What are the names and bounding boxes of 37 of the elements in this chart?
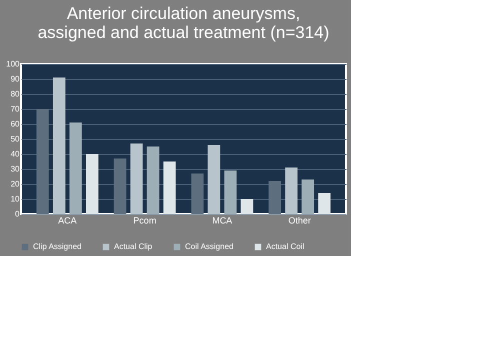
x-tick-label: Pcom <box>133 216 156 226</box>
y-tick-label: 0 <box>15 210 20 218</box>
bar <box>114 158 126 214</box>
y-tick-label: 10 <box>10 194 20 204</box>
bar <box>302 180 314 214</box>
bar <box>240 199 254 214</box>
legend-label: Actual Clip <box>114 242 153 251</box>
bar <box>268 181 281 214</box>
bar <box>52 78 66 214</box>
bar <box>86 154 98 214</box>
legend-label: Actual Coil <box>266 242 304 251</box>
x-tick-label: MCA <box>212 216 232 226</box>
bar <box>208 145 220 214</box>
y-tick-label: 50 <box>10 134 20 144</box>
y-tick-label: 70 <box>10 104 20 114</box>
bar <box>191 174 204 214</box>
bar <box>146 146 160 214</box>
bar <box>69 122 82 214</box>
y-tick-label: 90 <box>10 74 20 84</box>
x-tick-label: Other <box>288 216 311 226</box>
y-tick-label: 80 <box>10 90 20 98</box>
y-tick-label: 60 <box>10 120 20 128</box>
bar <box>130 144 143 214</box>
legend-label: Clip Assigned <box>33 242 82 251</box>
bar <box>163 162 176 214</box>
bar <box>36 109 49 214</box>
bar <box>224 170 237 214</box>
x-tick-label: ACA <box>58 216 77 226</box>
y-tick-label: 100 <box>6 60 20 68</box>
y-tick-label: 20 <box>10 180 20 188</box>
bar <box>318 193 331 214</box>
text: Anterior circulation aneurysms, <box>66 4 300 23</box>
y-tick-label: 30 <box>10 164 20 174</box>
bar <box>285 168 298 214</box>
text: assigned and actual treatment (n=314) <box>38 23 330 42</box>
legend-label: Coil Assigned <box>185 242 234 251</box>
y-tick-label: 40 <box>10 150 20 158</box>
